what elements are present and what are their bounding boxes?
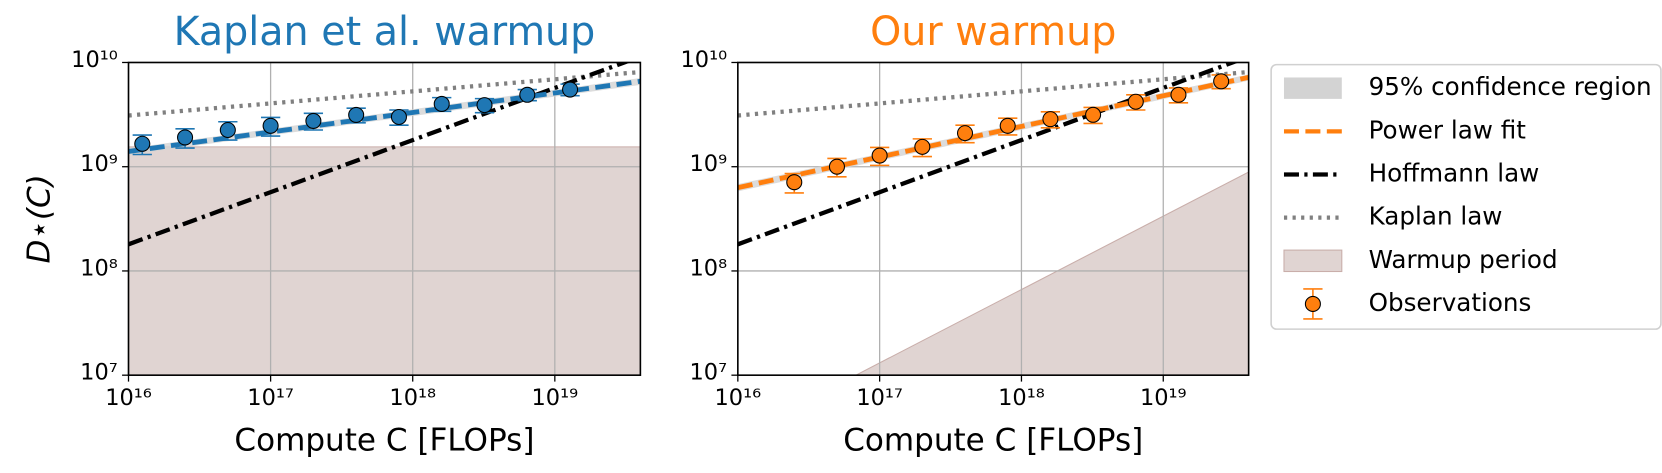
legend-label: Kaplan law: [1369, 202, 1503, 231]
observation: [519, 86, 536, 103]
y-tick-label: 10¹⁰: [71, 47, 118, 73]
x-tick-label: 10¹⁸: [389, 385, 436, 411]
legend-label: 95% confidence region: [1369, 72, 1652, 101]
observation: [786, 174, 803, 191]
x-axis-label: Compute C [FLOPs]: [234, 423, 534, 459]
observation: [1213, 73, 1230, 90]
chart-title: Kaplan et al. warmup: [174, 9, 596, 55]
legend-label: Hoffmann law: [1369, 158, 1540, 187]
legend-label: Warmup period: [1369, 245, 1558, 274]
x-tick-label: 10¹⁹: [532, 385, 579, 411]
y-tick-label: 10⁸: [690, 255, 728, 281]
observation: [177, 129, 194, 146]
observation: [871, 147, 888, 164]
observation: [305, 112, 322, 129]
y-tick-label: 10⁷: [80, 360, 118, 386]
hoffmann-law: [737, 62, 1239, 247]
observation: [390, 108, 407, 126]
power-law-fit: [737, 74, 1249, 190]
x-tick-label: 10¹⁷: [247, 385, 294, 411]
plot-area: [855, 171, 1249, 376]
plot-lines: [737, 62, 1249, 247]
legend-label: Power law fit: [1369, 115, 1527, 144]
plot-area: [128, 146, 641, 376]
observation: [348, 106, 365, 123]
x-axis-label: Compute C [FLOPs]: [843, 423, 1143, 459]
observation: [914, 138, 931, 155]
legend-swatch: [1283, 249, 1343, 273]
chart-title: Our warmup: [870, 9, 1116, 55]
x-tick-label: 10¹⁹: [1140, 385, 1187, 411]
legend-label: Observations: [1369, 288, 1532, 317]
observation: [1042, 111, 1059, 128]
legend-marker: [1304, 295, 1321, 312]
observation: [1170, 86, 1187, 103]
x-tick-label: 10¹⁶: [715, 385, 762, 411]
observation: [433, 95, 450, 112]
axes-frame: [127, 61, 642, 376]
observation: [1085, 106, 1102, 123]
legend-swatch: [1283, 77, 1342, 99]
x-tick-label: 10¹⁶: [105, 385, 152, 411]
observation: [262, 117, 279, 134]
observation: [956, 125, 974, 142]
hoffmann-law: [128, 62, 631, 247]
warmup-region: [855, 171, 1249, 376]
warmup-region: [128, 146, 641, 376]
power-law-fit: [128, 78, 641, 154]
x-tick-label: 10¹⁸: [998, 385, 1045, 411]
plot-lines: [128, 62, 641, 247]
observation: [999, 117, 1016, 134]
axes-frame: [737, 61, 1250, 376]
observation: [219, 121, 236, 139]
x-tick-label: 10¹⁷: [856, 385, 903, 411]
y-tick-label: 10⁹: [690, 151, 728, 177]
observation: [476, 97, 493, 114]
y-tick-label: 10⁷: [690, 360, 728, 386]
legend-box: [1270, 63, 1662, 330]
observation: [828, 158, 845, 175]
observation: [1127, 93, 1144, 110]
observation: [562, 81, 579, 98]
observation: [134, 135, 151, 152]
y-tick-label: 10⁸: [80, 255, 118, 281]
y-tick-label: 10⁹: [80, 151, 118, 177]
y-axis-label: D⋆(C): [22, 174, 58, 263]
y-tick-label: 10¹⁰: [681, 47, 728, 73]
